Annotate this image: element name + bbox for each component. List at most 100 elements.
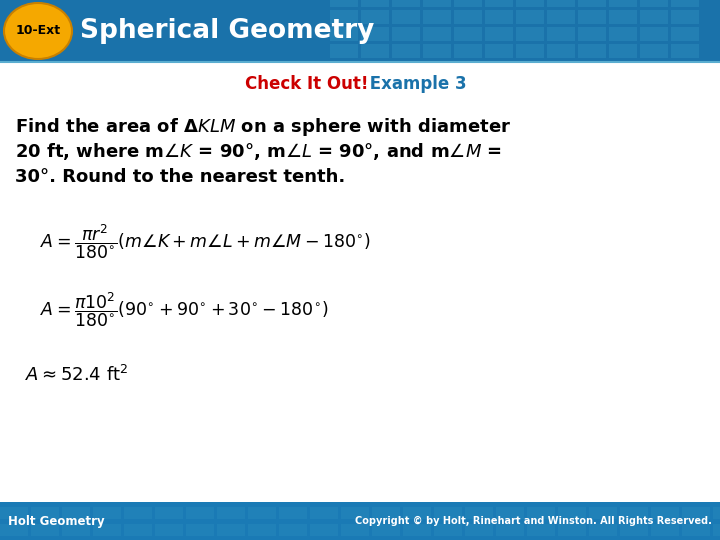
Bar bbox=[155, 524, 183, 536]
Text: Holt Geometry: Holt Geometry bbox=[8, 515, 104, 528]
Text: Find the area of $\mathbf{\Delta}$$\mathbf{\mathit{KLM}}$ on a sphere with diame: Find the area of $\mathbf{\Delta}$$\math… bbox=[15, 116, 511, 138]
Bar bbox=[93, 524, 121, 536]
Bar bbox=[454, 44, 482, 58]
Bar bbox=[485, 10, 513, 24]
Bar bbox=[578, 10, 606, 24]
Bar bbox=[682, 524, 710, 536]
Bar bbox=[361, 0, 389, 7]
Bar bbox=[671, 44, 699, 58]
Bar bbox=[713, 524, 720, 536]
Bar bbox=[609, 10, 637, 24]
Bar bbox=[186, 524, 214, 536]
Bar bbox=[330, 27, 358, 41]
Bar bbox=[609, 0, 637, 7]
Text: Check It Out!: Check It Out! bbox=[245, 75, 369, 93]
Bar bbox=[341, 524, 369, 536]
Bar bbox=[423, 10, 451, 24]
Bar bbox=[713, 507, 720, 519]
Bar bbox=[496, 507, 524, 519]
Bar bbox=[423, 27, 451, 41]
Bar bbox=[640, 27, 668, 41]
Bar bbox=[485, 44, 513, 58]
Bar bbox=[620, 524, 648, 536]
Bar bbox=[279, 524, 307, 536]
Bar bbox=[93, 507, 121, 519]
Text: 30°. Round to the nearest tenth.: 30°. Round to the nearest tenth. bbox=[15, 168, 346, 186]
Bar bbox=[609, 44, 637, 58]
Bar bbox=[671, 10, 699, 24]
Text: 10-Ext: 10-Ext bbox=[15, 24, 60, 37]
Bar bbox=[434, 524, 462, 536]
Bar bbox=[558, 524, 586, 536]
Bar bbox=[434, 507, 462, 519]
Bar bbox=[392, 10, 420, 24]
Bar bbox=[155, 507, 183, 519]
Bar bbox=[516, 0, 544, 7]
Text: Example 3: Example 3 bbox=[364, 75, 467, 93]
Bar bbox=[640, 44, 668, 58]
Bar bbox=[217, 524, 245, 536]
Bar bbox=[527, 524, 555, 536]
Bar bbox=[217, 507, 245, 519]
Bar bbox=[547, 0, 575, 7]
Bar bbox=[516, 10, 544, 24]
Bar bbox=[578, 44, 606, 58]
Bar bbox=[248, 524, 276, 536]
Bar bbox=[186, 507, 214, 519]
Bar bbox=[465, 524, 493, 536]
Bar bbox=[279, 507, 307, 519]
Bar bbox=[589, 524, 617, 536]
Bar bbox=[330, 0, 358, 7]
Bar bbox=[330, 44, 358, 58]
Bar bbox=[310, 524, 338, 536]
Bar bbox=[640, 10, 668, 24]
Bar bbox=[671, 0, 699, 7]
Bar bbox=[361, 27, 389, 41]
Bar bbox=[341, 507, 369, 519]
Bar bbox=[640, 0, 668, 7]
Text: $A \approx 52.4\ \mathrm{ft}^{2}$: $A \approx 52.4\ \mathrm{ft}^{2}$ bbox=[25, 365, 129, 385]
Text: Copyright © by Holt, Rinehart and Winston. All Rights Reserved.: Copyright © by Holt, Rinehart and Winsto… bbox=[355, 516, 712, 526]
Bar bbox=[547, 27, 575, 41]
Bar bbox=[671, 27, 699, 41]
Text: $A = \dfrac{\pi 10^{2}}{180^{\circ}}$$(90^{\circ} + 90^{\circ} + 30^{\circ} - 18: $A = \dfrac{\pi 10^{2}}{180^{\circ}}$$(9… bbox=[40, 291, 328, 329]
Bar bbox=[485, 27, 513, 41]
Bar bbox=[124, 507, 152, 519]
Bar bbox=[609, 27, 637, 41]
Ellipse shape bbox=[4, 3, 72, 59]
Bar bbox=[485, 0, 513, 7]
Bar bbox=[454, 10, 482, 24]
Bar bbox=[651, 507, 679, 519]
Bar bbox=[392, 0, 420, 7]
Bar bbox=[423, 44, 451, 58]
Bar bbox=[0, 524, 28, 536]
Bar bbox=[454, 27, 482, 41]
Bar bbox=[0, 0, 720, 62]
Bar bbox=[465, 507, 493, 519]
Bar bbox=[547, 44, 575, 58]
Bar bbox=[392, 44, 420, 58]
Bar bbox=[31, 524, 59, 536]
Bar bbox=[372, 507, 400, 519]
Bar bbox=[392, 27, 420, 41]
Bar bbox=[62, 507, 90, 519]
Bar bbox=[403, 524, 431, 536]
Text: $A = \dfrac{\pi r^{2}}{180^{\circ}}$$(m\angle K + m\angle L + m\angle M - 180^{\: $A = \dfrac{\pi r^{2}}{180^{\circ}}$$(m\… bbox=[40, 222, 371, 261]
Text: Spherical Geometry: Spherical Geometry bbox=[80, 18, 374, 44]
Bar bbox=[620, 507, 648, 519]
Bar bbox=[516, 27, 544, 41]
Bar bbox=[516, 44, 544, 58]
Bar bbox=[31, 507, 59, 519]
Bar bbox=[330, 10, 358, 24]
Bar bbox=[527, 507, 555, 519]
Bar bbox=[496, 524, 524, 536]
Bar bbox=[423, 0, 451, 7]
Bar bbox=[578, 0, 606, 7]
Bar bbox=[248, 507, 276, 519]
Bar bbox=[589, 507, 617, 519]
Bar bbox=[62, 524, 90, 536]
Bar bbox=[558, 507, 586, 519]
Bar bbox=[454, 0, 482, 7]
Bar bbox=[361, 10, 389, 24]
Text: 20 ft, where m$\angle$$\mathbf{\mathit{K}}$ = 90°, m$\angle$$\mathbf{\mathit{L}}: 20 ft, where m$\angle$$\mathbf{\mathit{K… bbox=[15, 141, 502, 163]
